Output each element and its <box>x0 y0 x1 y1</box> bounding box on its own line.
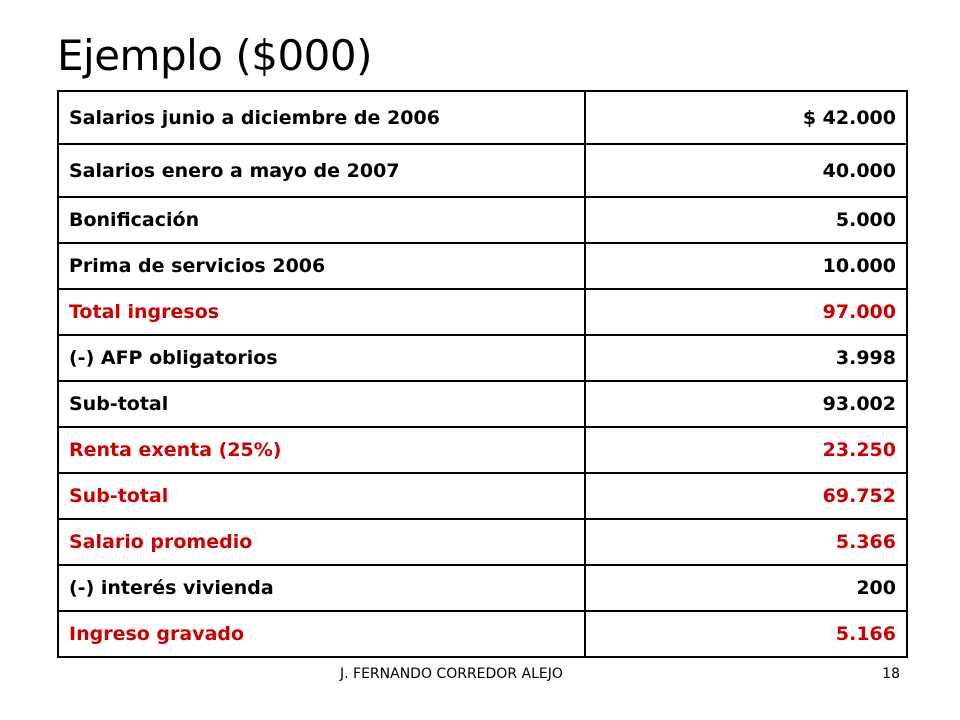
row-label: Bonificación <box>57 196 586 244</box>
row-value: 97.000 <box>584 288 908 336</box>
table-row: (-) interés vivienda 200 <box>57 564 908 612</box>
table-row: Renta exenta (25%) 23.250 <box>57 426 908 474</box>
row-value: 3.998 <box>584 334 908 382</box>
row-value: 5.166 <box>584 610 908 658</box>
row-label: Sub-total <box>57 380 586 428</box>
row-value: 23.250 <box>584 426 908 474</box>
row-label: Ingreso gravado <box>57 610 586 658</box>
table-row: Bonificación 5.000 <box>57 196 908 244</box>
row-value: 5.366 <box>584 518 908 566</box>
row-value: 40.000 <box>584 143 908 198</box>
row-label: (-) AFP obligatorios <box>57 334 586 382</box>
footer-author: J. FERNANDO CORREDOR ALEJO <box>340 666 563 682</box>
row-label: Salario promedio <box>57 518 586 566</box>
row-label: Prima de servicios 2006 <box>57 242 586 290</box>
row-label: (-) interés vivienda <box>57 564 586 612</box>
row-value: 93.002 <box>584 380 908 428</box>
table-row: Sub-total 93.002 <box>57 380 908 428</box>
row-label: Salarios junio a diciembre de 2006 <box>57 90 586 145</box>
row-label: Renta exenta (25%) <box>57 426 586 474</box>
row-value: 200 <box>584 564 908 612</box>
slide-title: Ejemplo ($000) <box>57 31 373 80</box>
table-row: Salario promedio 5.366 <box>57 518 908 566</box>
table-row: Salarios enero a mayo de 2007 40.000 <box>57 143 908 198</box>
row-value: 10.000 <box>584 242 908 290</box>
row-label: Salarios enero a mayo de 2007 <box>57 143 586 198</box>
income-table: Salarios junio a diciembre de 2006 $ 42.… <box>57 90 908 658</box>
table-row: Salarios junio a diciembre de 2006 $ 42.… <box>57 90 908 145</box>
table-row: Ingreso gravado 5.166 <box>57 610 908 658</box>
table-row: Total ingresos 97.000 <box>57 288 908 336</box>
row-value: 69.752 <box>584 472 908 520</box>
row-label: Sub-total <box>57 472 586 520</box>
page-number: 18 <box>882 666 900 682</box>
table-row: Sub-total 69.752 <box>57 472 908 520</box>
table-row: (-) AFP obligatorios 3.998 <box>57 334 908 382</box>
row-value: 5.000 <box>584 196 908 244</box>
table-row: Prima de servicios 2006 10.000 <box>57 242 908 290</box>
row-label: Total ingresos <box>57 288 586 336</box>
row-value: $ 42.000 <box>584 90 908 145</box>
